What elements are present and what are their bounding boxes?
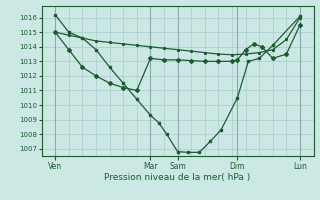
X-axis label: Pression niveau de la mer( hPa ): Pression niveau de la mer( hPa ) <box>104 173 251 182</box>
